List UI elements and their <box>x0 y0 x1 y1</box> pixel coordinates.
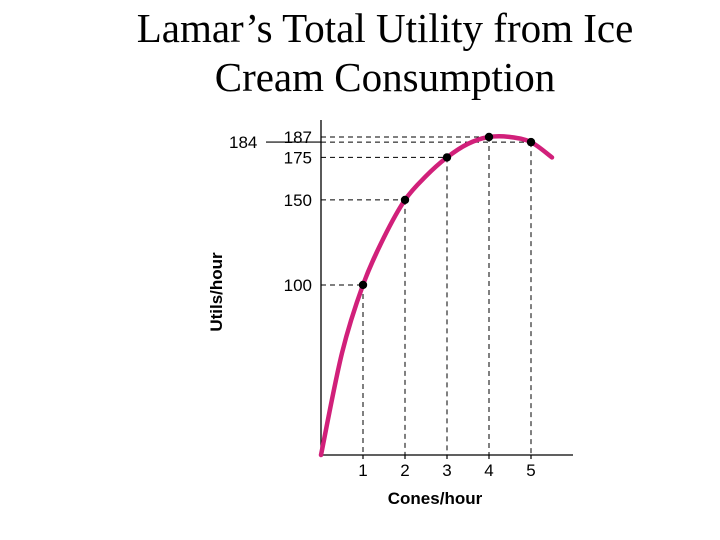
data-point <box>484 132 494 142</box>
utility-curve-group <box>318 134 555 458</box>
x-tick-label: 3 <box>442 461 451 480</box>
y-axis-label: Utils/hour <box>207 252 226 332</box>
y-tick-label: 175 <box>284 148 312 167</box>
x-tick-label: 2 <box>400 461 409 480</box>
chart-axes <box>266 120 573 459</box>
x-axis-label: Cones/hour <box>388 489 483 508</box>
total-utility-curve <box>318 134 555 458</box>
y-tick-label-184: 184 <box>229 133 257 152</box>
data-points <box>358 132 536 290</box>
y-tick-label: 187 <box>284 128 312 147</box>
x-tick-label: 1 <box>358 461 367 480</box>
slide-title: Lamar’s Total Utility from Ice Cream Con… <box>60 4 710 102</box>
y-tick-label: 150 <box>284 191 312 210</box>
y-tick-label: 100 <box>284 276 312 295</box>
guide-lines <box>321 136 532 455</box>
data-point <box>358 280 368 290</box>
slide-title-line-2: Cream Consumption <box>214 54 556 100</box>
x-tick-label: 5 <box>526 461 535 480</box>
data-point <box>400 195 410 205</box>
data-point <box>526 137 536 147</box>
slide-title-line-1: Lamar’s Total Utility from Ice <box>136 5 634 51</box>
data-point <box>442 153 452 162</box>
x-tick-label: 4 <box>484 461 493 480</box>
